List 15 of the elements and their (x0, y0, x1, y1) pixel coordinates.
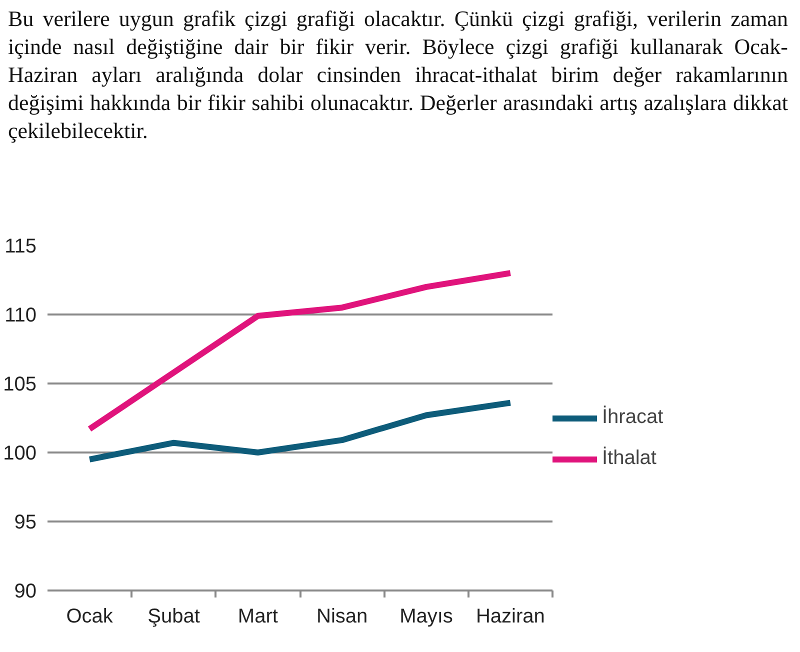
x-tick-label: Haziran (476, 606, 545, 628)
x-tick-label: Mayıs (400, 606, 453, 628)
legend-label: İhracat (602, 406, 664, 429)
x-tick-label: Şubat (148, 606, 200, 628)
y-tick-label: 100 (3, 442, 37, 464)
x-tick-label: Nisan (316, 606, 368, 628)
x-tick-label: Mart (238, 606, 278, 628)
y-tick-label: 105 (3, 374, 37, 396)
text: Bu verilere uygun grafik çizgi grafiği olacaktır. Çünkü çizgi grafiği, verilerin zaman içinde nasıl değiştiğine dair bir fikir verir. Böylece çizgi grafiği kullanarak Ocak-Haziran ayları aralığında dolar cinsinden ihracat-ithalat birim değer rakamlarının değişimi hakkında bir fikir sahibi olunacaktır. Değerler arasındaki artış azalışlara dikkat çekilebilecektir. (8, 5, 788, 145)
y-tick-label: 90 (14, 580, 37, 602)
x-tick-label: Ocak (66, 606, 114, 628)
y-tick-label: 115 (4, 236, 37, 258)
y-tick-label: 110 (4, 304, 37, 326)
legend-label: İthalat (602, 447, 656, 470)
y-tick-label: 95 (14, 512, 37, 534)
